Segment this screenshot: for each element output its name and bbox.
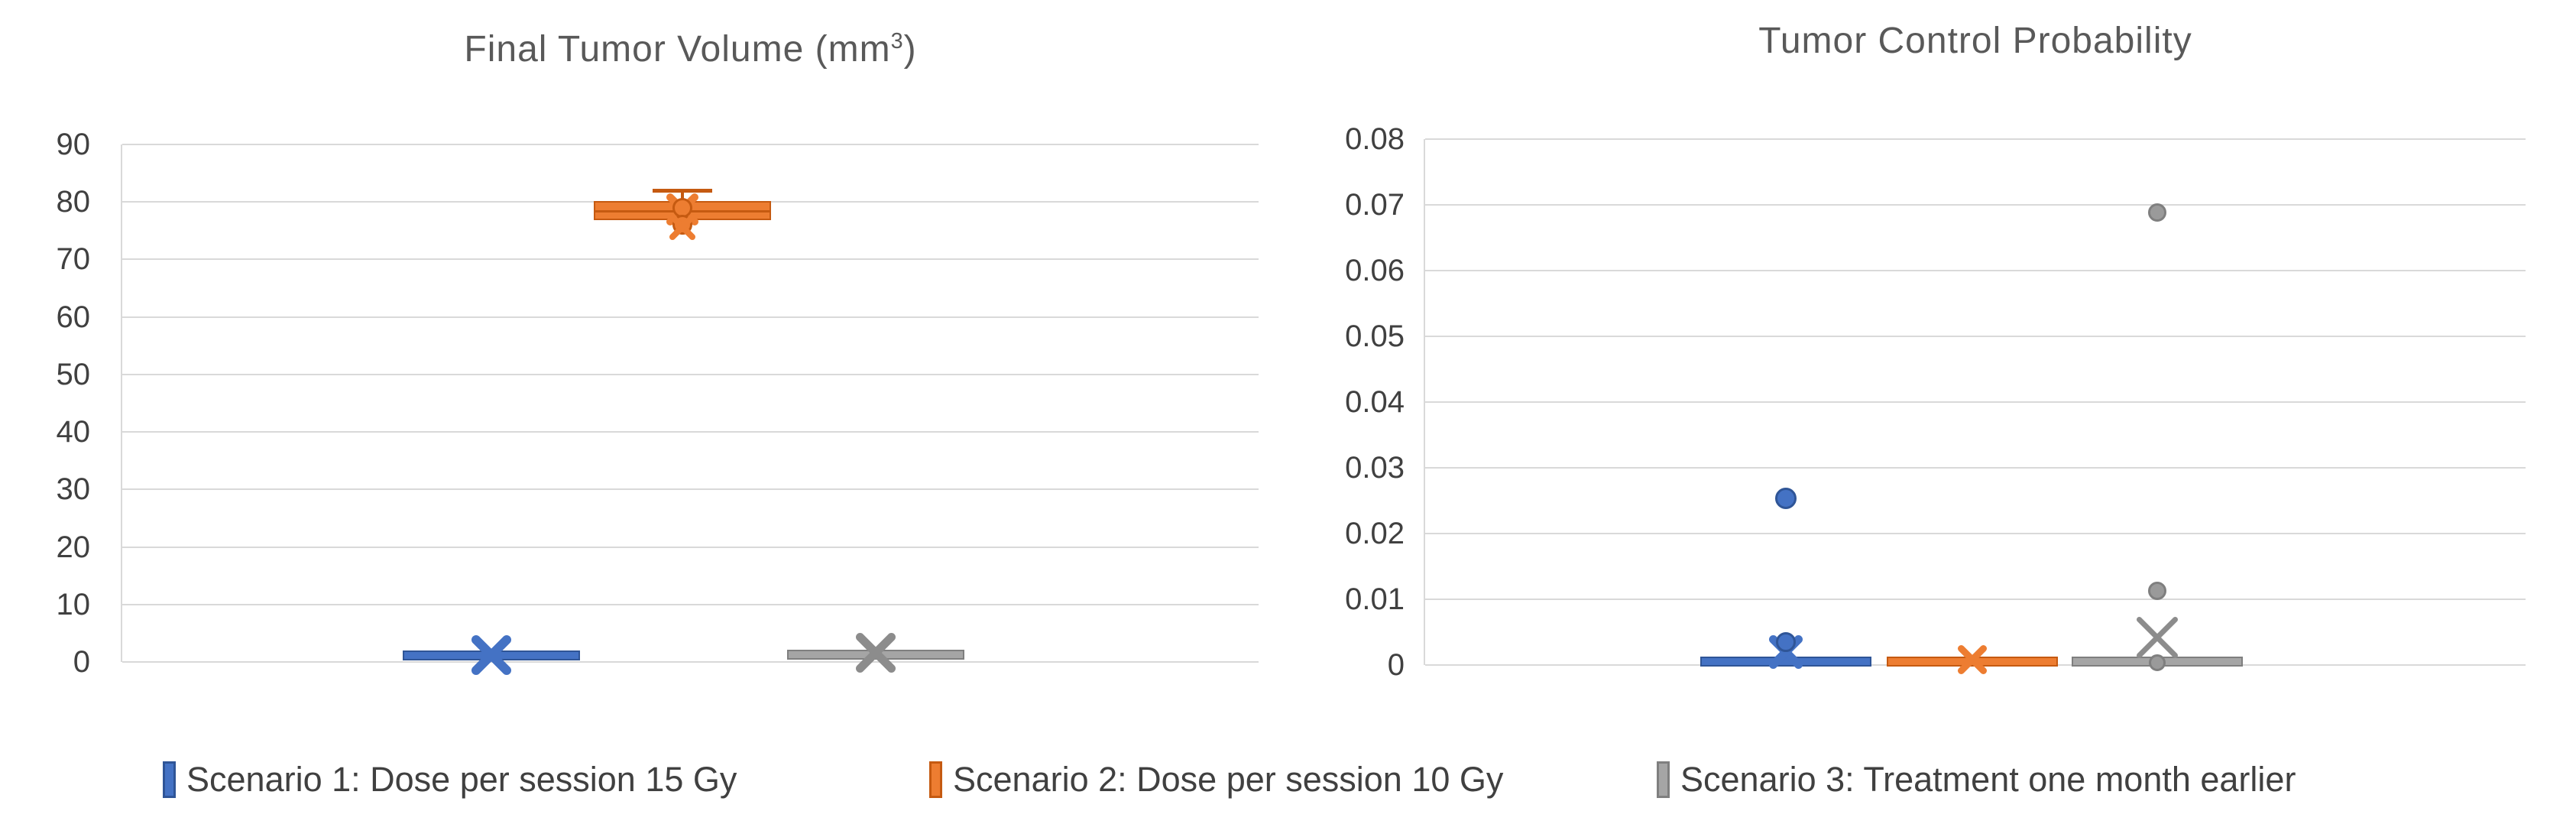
y-tick-label: 40 — [56, 415, 91, 449]
outlier-dot — [2147, 581, 2166, 600]
y-tick-label: 0.08 — [1345, 122, 1405, 156]
y-tick-label: 0.04 — [1345, 385, 1405, 419]
gridline — [1425, 533, 2526, 534]
y-axis-line — [1424, 139, 1425, 665]
mean-x-marker — [2135, 615, 2179, 660]
y-tick-label: 80 — [56, 185, 91, 219]
y-tick-label: 0.01 — [1345, 582, 1405, 616]
gridline — [122, 661, 1259, 663]
whisker-cap — [653, 189, 713, 193]
outlier-dot — [1775, 488, 1797, 510]
y-tick-label: 0 — [73, 645, 90, 679]
gridline — [122, 144, 1259, 145]
outlier-dot — [2148, 654, 2166, 671]
y-tick-label: 0.07 — [1345, 188, 1405, 222]
y-tick-label: 10 — [56, 587, 91, 621]
gridline — [122, 546, 1259, 548]
gridline — [1425, 401, 2526, 403]
y-tick-label: 30 — [56, 472, 91, 507]
gridline — [1425, 270, 2526, 271]
chart1-title-close-paren: ) — [903, 29, 917, 70]
outlier-x-marker — [668, 212, 697, 242]
chart2-title: Tumor Control Probability — [1425, 20, 2526, 63]
legend-item-scenario-1: Scenario 1: Dose per session 15 Gy — [163, 758, 737, 801]
gridline — [1425, 204, 2526, 206]
chart2-title-text: Tumor Control Probability — [1758, 21, 2192, 61]
legend-swatch-scenario-2 — [929, 761, 942, 798]
mean-x-marker — [470, 634, 513, 676]
y-axis-line — [121, 144, 122, 662]
outlier-dot — [672, 198, 693, 219]
outlier-dot — [1776, 631, 1797, 652]
y-tick-label: 90 — [56, 128, 91, 161]
mean-x-marker — [854, 631, 897, 674]
chart1-title-text: Final Tumor Volume (mm — [464, 29, 891, 70]
legend-label-scenario-2: Scenario 2: Dose per session 10 Gy — [953, 760, 1504, 799]
gridline — [1425, 138, 2526, 140]
outlier-dot — [2147, 203, 2166, 222]
legend-label-scenario-1: Scenario 1: Dose per session 15 Gy — [186, 760, 737, 799]
y-tick-label: 0 — [1387, 648, 1405, 682]
legend-item-scenario-3: Scenario 3: Treatment one month earlier — [1657, 758, 2296, 801]
y-tick-label: 0.02 — [1345, 517, 1405, 550]
legend-item-scenario-2: Scenario 2: Dose per session 10 Gy — [929, 758, 1503, 801]
gridline — [122, 603, 1259, 605]
y-tick-label: 0.06 — [1345, 254, 1405, 287]
chart1-title-superscript: 3 — [890, 29, 904, 54]
chart1-title: Final Tumor Volume (mm3) — [122, 20, 1259, 71]
legend-label-scenario-3: Scenario 3: Treatment one month earlier — [1680, 760, 2296, 799]
y-tick-label: 0.05 — [1345, 320, 1405, 353]
legend-swatch-scenario-1 — [163, 761, 176, 798]
y-tick-label: 70 — [56, 242, 91, 277]
gridline — [122, 373, 1259, 375]
whisker-line — [681, 190, 685, 201]
y-tick-label: 20 — [56, 530, 91, 564]
mean-x-marker — [1956, 644, 1988, 676]
y-tick-label: 0.03 — [1345, 451, 1405, 485]
y-tick-label: 60 — [56, 300, 91, 334]
y-tick-label: 50 — [56, 357, 91, 391]
gridline — [122, 316, 1259, 318]
gridline — [1425, 467, 2526, 469]
gridline — [122, 258, 1259, 261]
gridline — [122, 431, 1259, 433]
gridline — [122, 488, 1259, 491]
gridline — [1425, 599, 2526, 600]
gridline — [1425, 336, 2526, 337]
legend-swatch-scenario-3 — [1657, 761, 1670, 798]
